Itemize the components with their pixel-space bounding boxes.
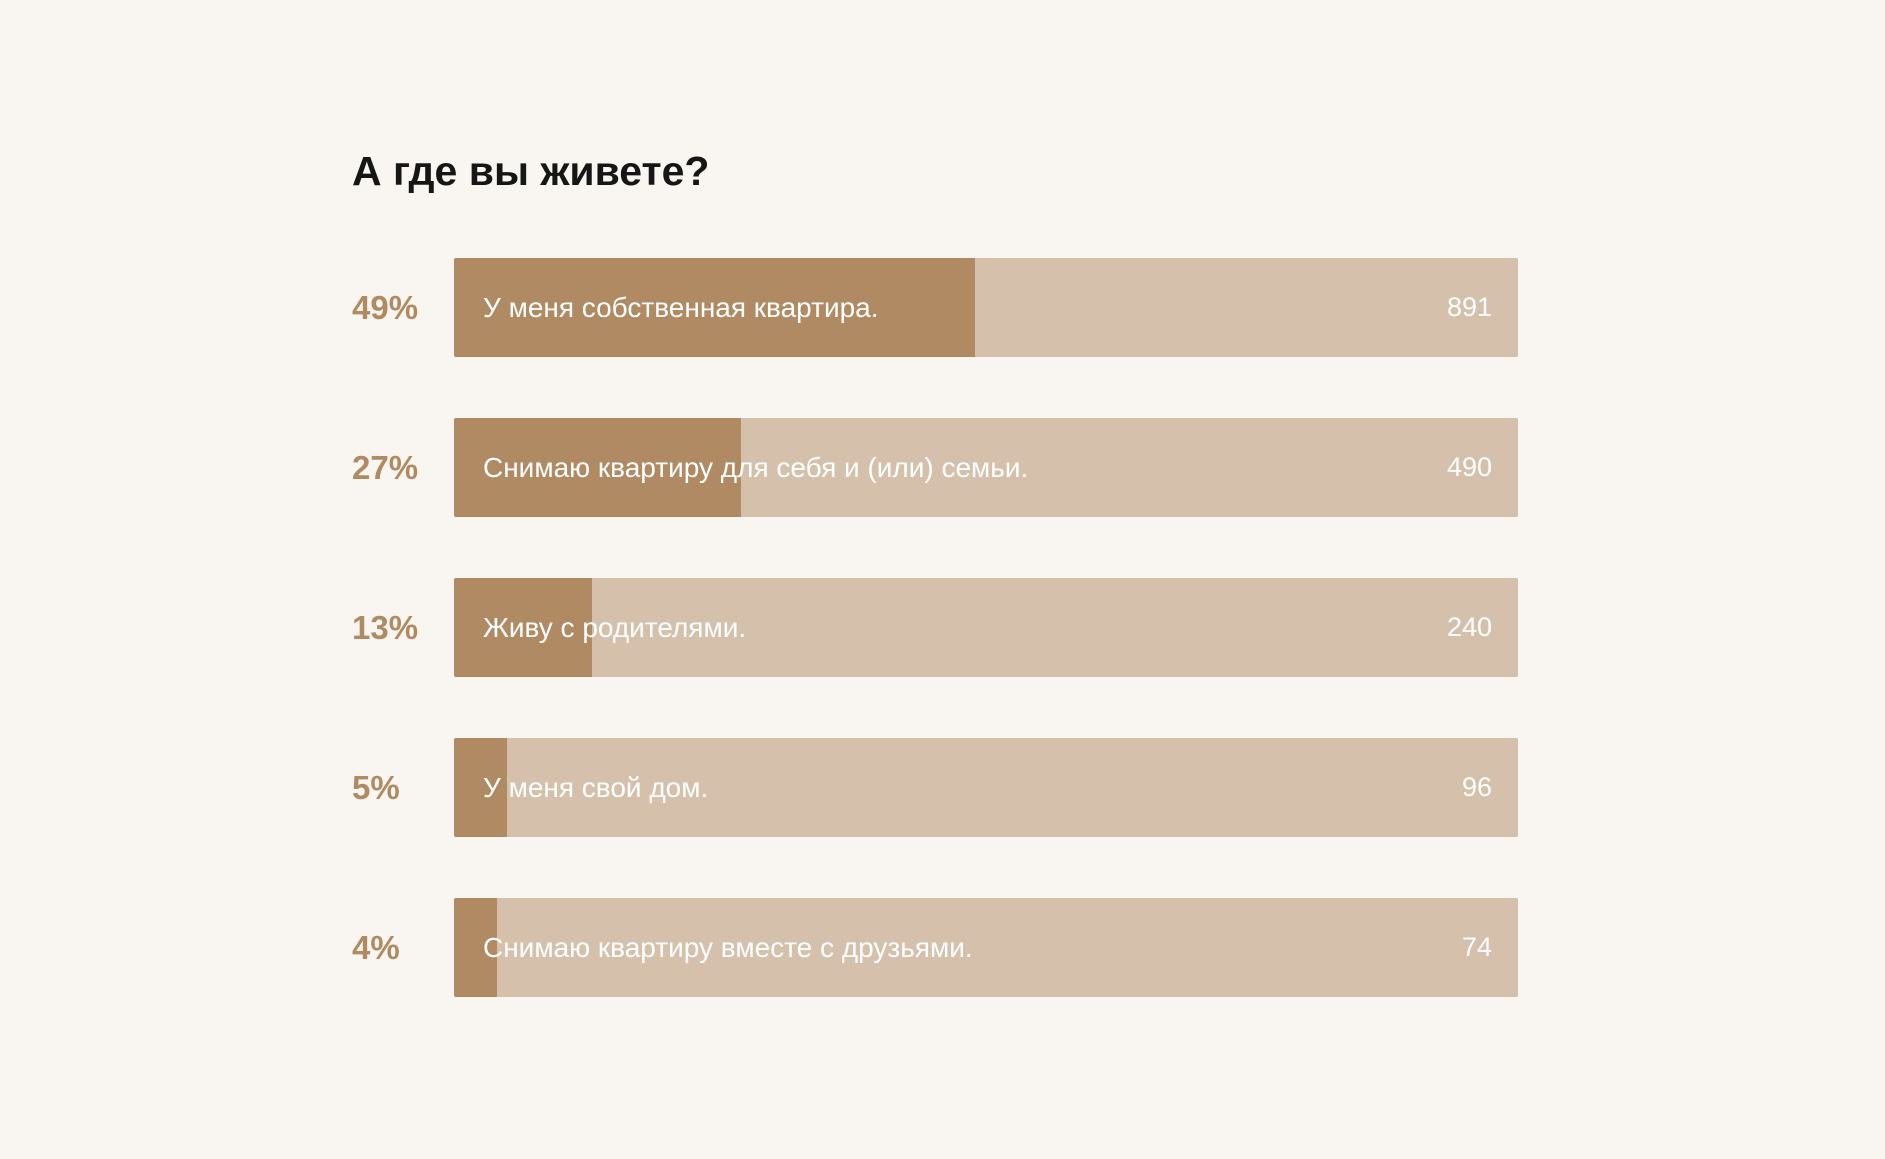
poll-option-label: У меня собственная квартира. (483, 292, 879, 323)
poll-percent: 27% (352, 449, 419, 486)
poll-bar-track: Живу с родителями. 240 (454, 578, 1518, 677)
poll-bar-fill (454, 898, 497, 997)
poll-vote-count: 74 (1461, 932, 1492, 962)
poll-row: 4% Снимаю квартиру вместе с друзьями. 74 (352, 898, 1518, 997)
poll-bar-track: Снимаю квартиру для себя и (или) семьи. … (454, 418, 1518, 517)
poll-row: 13% Живу с родителями. 240 (352, 578, 1518, 677)
poll-row: 49% У меня собственная квартира. 891 (352, 258, 1518, 357)
poll-option-label: Снимаю квартиру вместе с друзьями. (483, 932, 973, 963)
poll-bar-track: У меня собственная квартира. 891 (454, 258, 1518, 357)
poll-bar-track: У меня свой дом. 96 (454, 738, 1518, 837)
poll-percent: 4% (352, 929, 400, 966)
poll-option-label: Живу с родителями. (483, 612, 747, 643)
poll-percent: 49% (352, 289, 419, 326)
poll-row: 27% Снимаю квартиру для себя и (или) сем… (352, 418, 1518, 517)
poll-title: А где вы живете? (352, 148, 710, 194)
poll-vote-count: 891 (1446, 292, 1492, 322)
poll-bar-fill (454, 418, 742, 517)
poll-option-label: У меня свой дом. (483, 772, 709, 803)
poll-row: 5% У меня свой дом. 96 (352, 738, 1518, 837)
poll-bar-fill (454, 578, 593, 677)
poll-percent: 13% (352, 609, 419, 646)
poll-vote-count: 240 (1446, 612, 1492, 642)
poll-bar-fill (454, 258, 976, 357)
poll-vote-count: 96 (1461, 772, 1492, 802)
poll-bar-track: Снимаю квартиру вместе с друзьями. 74 (454, 898, 1518, 997)
poll-option-label: Снимаю квартиру для себя и (или) семьи. (483, 452, 1029, 483)
poll-vote-count: 490 (1446, 452, 1492, 482)
poll-percent: 5% (352, 769, 400, 806)
poll-bar-fill (454, 738, 508, 837)
